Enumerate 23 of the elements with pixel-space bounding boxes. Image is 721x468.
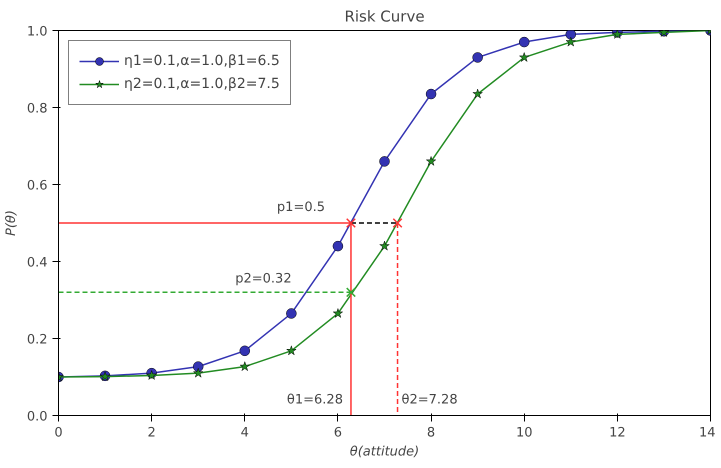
annotation: p1=0.5 [276, 200, 326, 215]
y-tick-label: 0.6 [26, 178, 48, 194]
legend-label: η2=0.1,α=1.0,β2=7.5 [124, 76, 280, 92]
x-tick-label: 4 [240, 426, 249, 440]
x-tick-label: 10 [516, 426, 532, 440]
y-tick-label: 0.8 [26, 102, 48, 116]
y-tick-label: 0.0 [26, 410, 48, 424]
annotation: θ1=6.28 [286, 392, 343, 408]
x-tick-label: 14 [698, 426, 716, 440]
y-axis-title: P(θ) [4, 210, 19, 236]
x-tick-label: 0 [54, 426, 63, 440]
legend-label: η1=0.1,α=1.0,β1=6.5 [124, 53, 280, 69]
y-tick-label: 0.2 [26, 332, 48, 348]
chart-title: Risk Curve [344, 8, 425, 26]
y-tick-label: 1.0 [26, 24, 48, 40]
annotation: p2=0.32 [235, 271, 292, 286]
x-tick-label: 2 [148, 426, 156, 440]
x-axis-title: θ(attitude) [350, 444, 420, 460]
x-tick-label: 8 [426, 426, 436, 440]
y-tick-label: 0.4 [26, 256, 48, 270]
x-tick-label: 6 [334, 426, 342, 440]
annotation: θ2=7.28 [402, 392, 458, 408]
x-tick-label: 12 [609, 426, 626, 440]
